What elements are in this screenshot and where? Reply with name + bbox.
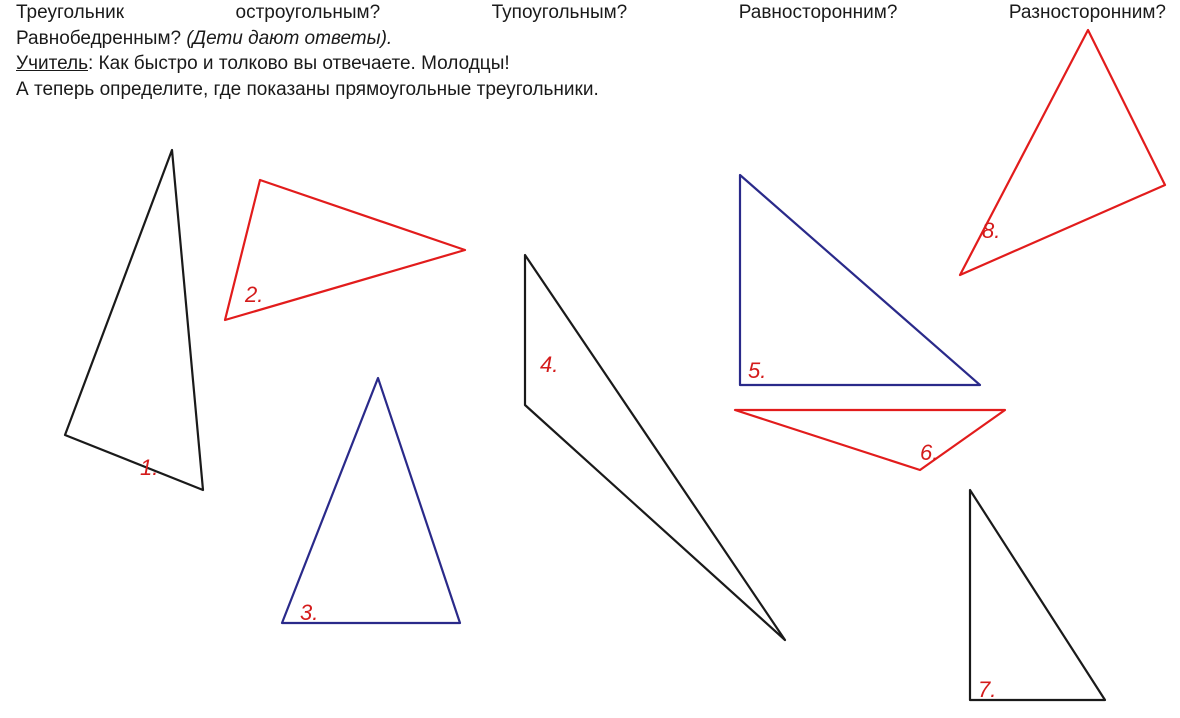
triangle-t1 [65, 150, 203, 490]
triangle-t3 [282, 378, 460, 623]
triangle-t5 [740, 175, 980, 385]
triangle-t7 [970, 490, 1105, 700]
page-root: Треугольник остроугольным? Тупоугольным?… [0, 0, 1180, 718]
triangle-t4 [525, 255, 785, 640]
triangles-figure [0, 0, 1180, 718]
triangle-label-t6: 6. [920, 440, 938, 466]
triangle-label-t3: 3. [300, 600, 318, 626]
triangle-label-t2: 2. [245, 282, 263, 308]
triangle-t6 [735, 410, 1005, 470]
triangle-label-t5: 5. [748, 358, 766, 384]
triangle-label-t1: 1. [140, 455, 158, 481]
triangle-label-t4: 4. [540, 352, 558, 378]
triangle-label-t7: 7. [978, 677, 996, 703]
triangle-label-t8: 8. [982, 218, 1000, 244]
